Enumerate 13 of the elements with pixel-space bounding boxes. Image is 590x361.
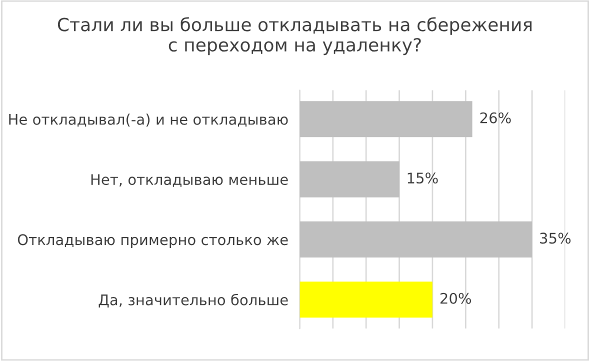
- y-tick-label: Нет, откладываю меньше: [91, 174, 288, 187]
- data-label: 26%: [480, 112, 511, 124]
- data-label: 15%: [408, 172, 438, 184]
- data-label: 35%: [540, 232, 571, 244]
- y-tick-label: Не откладывал(-а) и не откладываю: [9, 114, 288, 127]
- y-tick-label: Откладываю примерно столько же: [18, 234, 288, 248]
- bar: [300, 101, 472, 138]
- bar: [300, 161, 400, 198]
- y-tick-label: Да, значительно больше: [98, 294, 288, 308]
- bar: [300, 282, 432, 318]
- chart-title: Стали ли вы больше откладывать на сбережения с переходом на удаленку?: [58, 17, 532, 56]
- bar: [300, 221, 532, 258]
- data-label: 20%: [440, 292, 472, 304]
